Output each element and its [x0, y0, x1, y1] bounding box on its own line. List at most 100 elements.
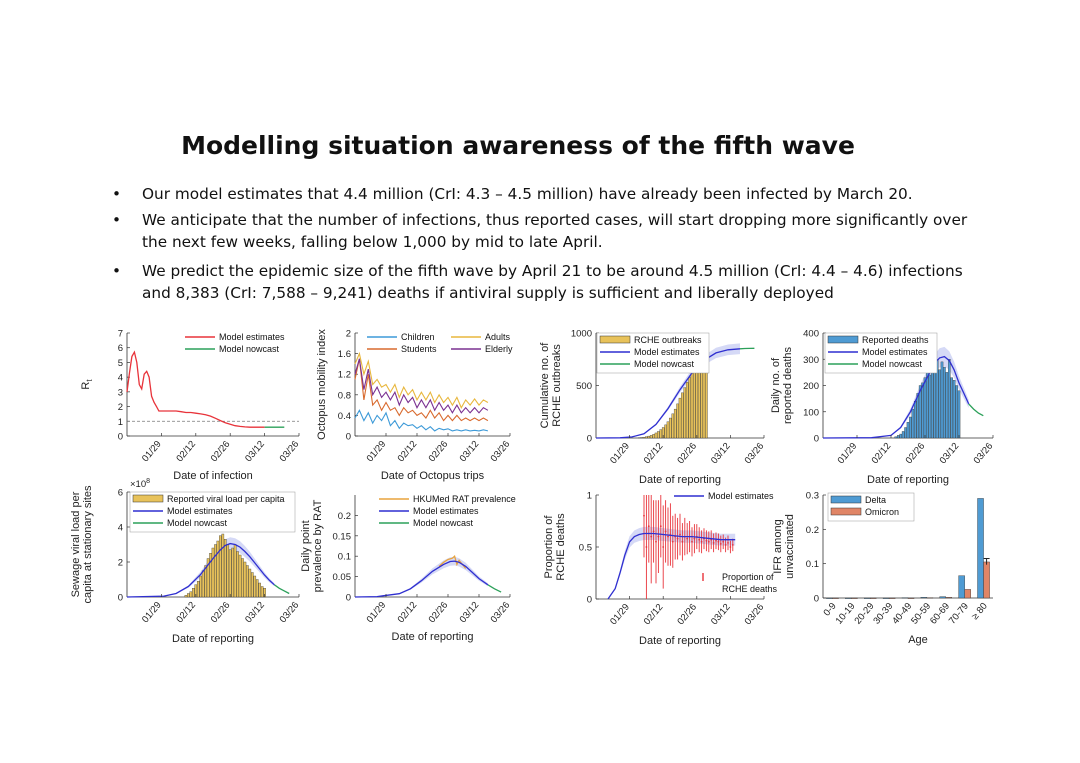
bar	[964, 589, 971, 599]
bar	[187, 593, 190, 598]
x-tick-label: 03/26	[489, 439, 513, 464]
bar	[909, 416, 912, 439]
bar	[666, 421, 670, 439]
x-axis-label: Date of reporting	[172, 633, 254, 645]
y-axis-label: unvaccinated	[784, 514, 796, 579]
chart-rche-deaths: 0 0.5 1 01/29 02/12 02/26 03/12 03/26 Date of re…	[543, 491, 778, 648]
bar	[640, 437, 643, 439]
bar	[938, 369, 941, 439]
x-tick-label: 03/26	[743, 602, 767, 627]
bar	[224, 539, 227, 598]
x-tick-label: 60-69	[928, 601, 952, 627]
bar	[931, 366, 934, 439]
y-tick-label: 1.2	[338, 370, 351, 381]
bar	[241, 558, 244, 598]
y-tick-label: 300	[803, 355, 819, 366]
credible-band	[355, 556, 488, 597]
bar	[645, 436, 648, 439]
y-tick-label: 0.1	[806, 559, 819, 570]
legend-label: Model nowcast	[219, 344, 280, 354]
y-tick-label: 0	[118, 593, 123, 604]
series-line	[739, 347, 755, 350]
bar	[940, 361, 944, 439]
y-axis-label: Sewage viral load per	[70, 491, 82, 597]
x-tick-label: 03/12	[243, 600, 267, 625]
error-point	[662, 546, 665, 548]
x-axis-label: Date of reporting	[639, 474, 721, 486]
bar	[248, 568, 252, 598]
series-line	[438, 555, 467, 569]
bar	[950, 377, 953, 439]
bar	[907, 597, 915, 599]
bar	[928, 374, 932, 439]
bullet-marker: •	[112, 211, 122, 229]
bar	[945, 597, 953, 599]
bullet-text: We predict the epidemic size of the fift…	[142, 262, 963, 302]
x-tick-label: 01/29	[836, 441, 860, 466]
bar	[697, 363, 701, 439]
bar	[914, 401, 917, 439]
bar	[911, 408, 915, 439]
y-axis-label: Cumulative no. of	[539, 342, 551, 429]
x-tick-label: 40-49	[890, 601, 914, 627]
x-axis-label: Date of reporting	[392, 631, 474, 643]
series-line	[354, 358, 489, 414]
y-axis-label: Rt	[80, 379, 94, 390]
slide-title: Modelling situation awareness of the fif…	[181, 131, 855, 160]
error-point	[686, 537, 689, 540]
charts-panel: 0 1 2 3 4 5 6 7 01/29 02/12 02/26 03/12 03/26 Date of…	[70, 329, 996, 648]
bar	[957, 390, 961, 439]
bullet-text: Our model estimates that 4.4 million (Cr…	[142, 185, 913, 203]
y-tick-label: 2	[346, 329, 351, 340]
legend-swatch	[132, 494, 164, 503]
series-line	[274, 584, 290, 595]
y-axis-label: Octopus mobility index	[316, 329, 328, 440]
bar	[206, 558, 210, 598]
error-point	[645, 546, 648, 548]
x-tick-label: 01/29	[608, 441, 632, 466]
y-tick-label: 400	[803, 329, 819, 340]
error-point	[657, 535, 660, 538]
y-tick-label: 0.5	[579, 543, 592, 554]
error-point	[667, 535, 669, 538]
series-line	[354, 409, 489, 432]
bar	[246, 565, 249, 598]
credible-band	[596, 343, 740, 438]
x-tick-label: 02/26	[675, 602, 699, 627]
series-line	[126, 542, 275, 598]
error-point	[698, 538, 701, 541]
y-tick-label: 1.6	[338, 349, 351, 360]
y-tick-label: 0	[814, 434, 819, 445]
y-axis-label: Proportion of	[543, 515, 555, 579]
y-axis-label: Daily no. of	[770, 357, 782, 413]
y-tick-label: 0.2	[338, 511, 351, 522]
x-axis-label: Date of reporting	[867, 474, 949, 486]
series-line	[607, 532, 736, 600]
bar	[233, 544, 237, 598]
bar	[236, 551, 239, 598]
error-point	[679, 533, 681, 536]
x-tick-label: 01/29	[608, 602, 632, 627]
legend-label: Reported viral load per capita	[167, 494, 285, 504]
bar	[673, 408, 677, 439]
bar	[219, 535, 222, 598]
x-tick-label: 01/29	[140, 439, 164, 464]
bar	[926, 597, 934, 599]
y-axis-label: IFR among	[772, 519, 784, 573]
x-tick-label: 03/26	[743, 441, 767, 466]
x-tick-label: 01/29	[140, 600, 164, 625]
bar	[920, 597, 928, 599]
bar	[196, 581, 200, 598]
bar	[231, 547, 234, 598]
x-tick-label: 03/12	[709, 441, 733, 466]
legend-label: Model nowcast	[634, 359, 695, 369]
x-tick-label: 03/26	[489, 600, 513, 625]
y-tick-label: 3	[118, 387, 123, 398]
x-tick-label: 03/26	[972, 441, 996, 466]
legend-label: Model estimates	[413, 506, 479, 516]
bar	[214, 544, 217, 598]
bar	[952, 380, 956, 439]
bar	[685, 382, 689, 439]
bar	[681, 392, 684, 439]
bar	[826, 597, 833, 599]
